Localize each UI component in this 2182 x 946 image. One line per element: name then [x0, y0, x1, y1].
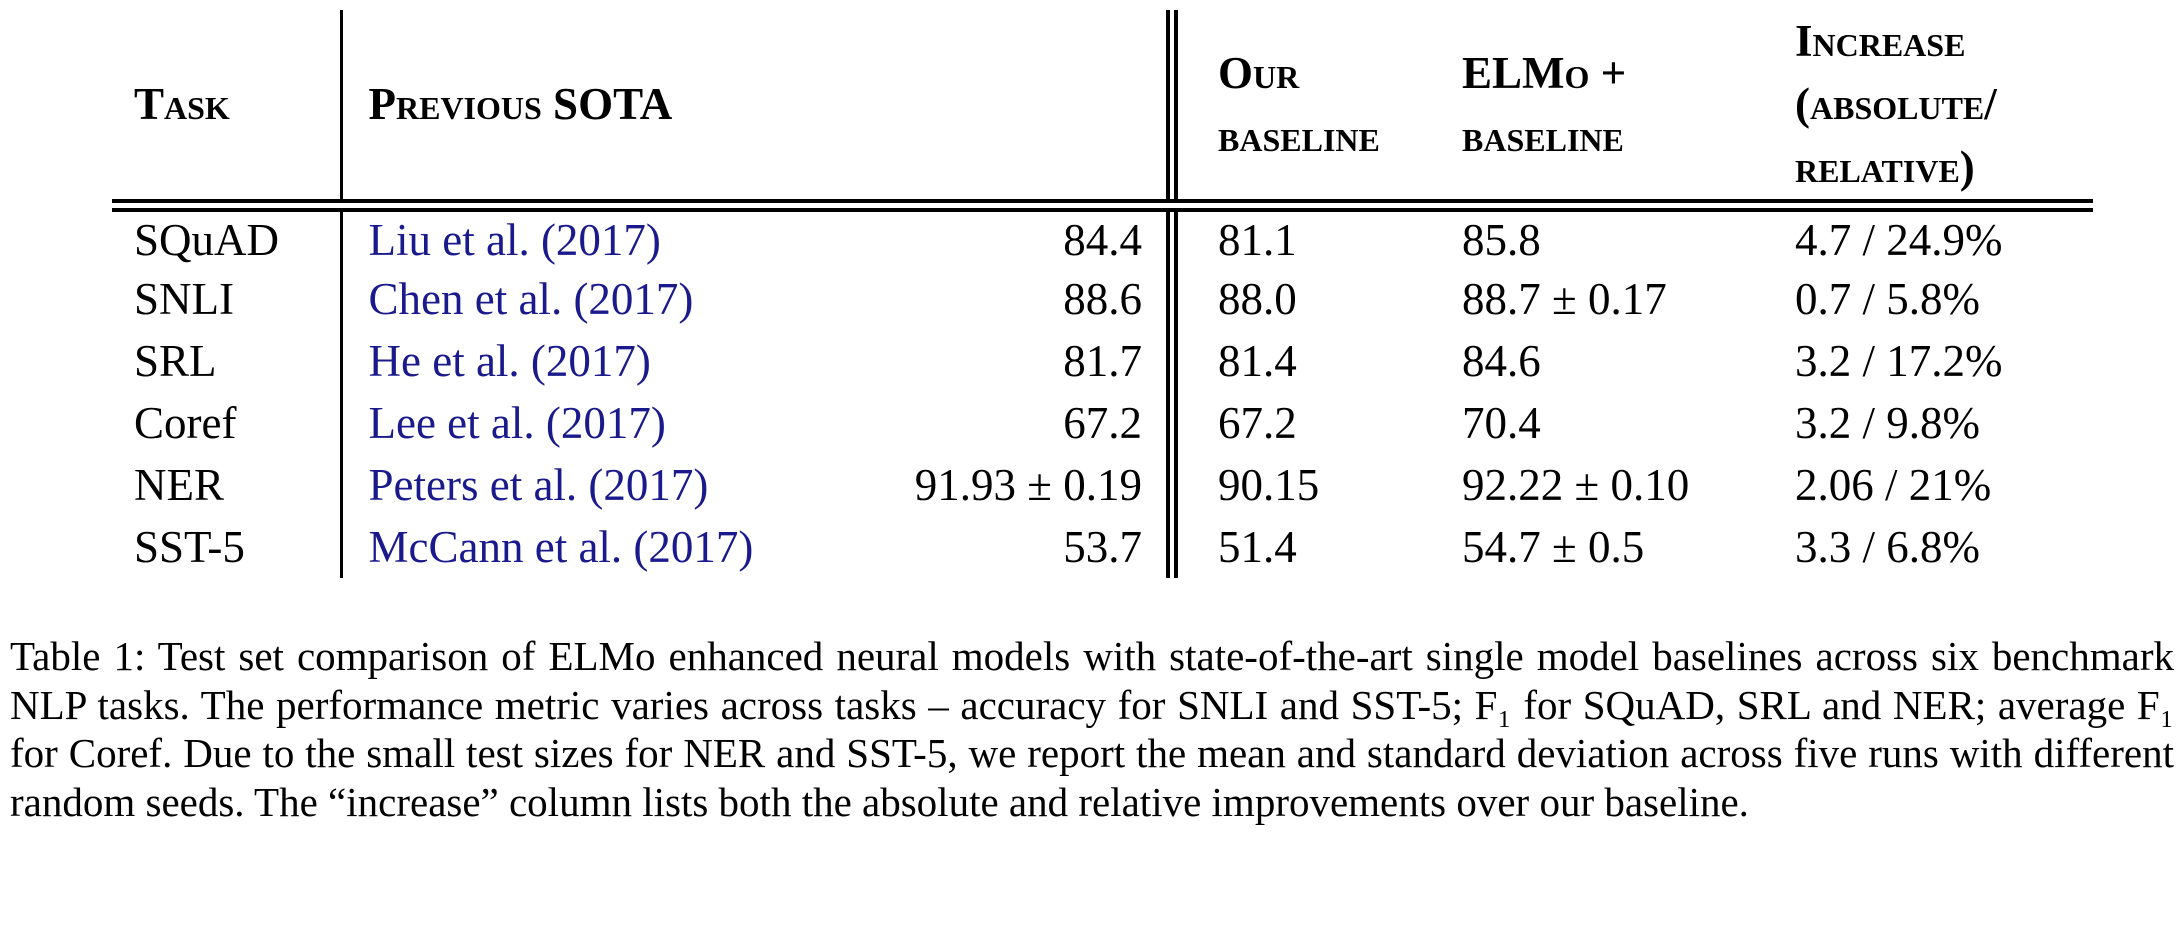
table-row: SST-5 McCann et al. (2017) 53.7 51.4 54.… [112, 515, 2093, 578]
previous-sota-value: 88.6 [771, 267, 1178, 330]
header-row: Task Previous SOTA Our baseline ELMo + b… [112, 10, 2093, 212]
results-table: Task Previous SOTA Our baseline ELMo + b… [112, 10, 2093, 578]
table-caption: Table 1: Test set comparison of ELMo enh… [10, 633, 2174, 825]
col-header-our-baseline: Our baseline [1172, 10, 1422, 212]
citation-link[interactable]: McCann et al. (2017) [339, 515, 771, 578]
task-label: SST-5 [134, 521, 245, 572]
citation-link[interactable]: Peters et al. (2017) [339, 453, 771, 516]
table-row: SQuAD Liu et al. (2017) 84.4 81.1 85.8 4… [112, 205, 2093, 268]
elmo-baseline-value: 85.8 [1462, 214, 1541, 265]
table-row: Coref Lee et al. (2017) 67.2 67.2 70.4 3… [112, 391, 2093, 454]
our-baseline-value: 90.15 [1218, 459, 1320, 510]
task-label: SRL [134, 335, 217, 386]
col-header-elmo-baseline: ELMo + baseline [1422, 10, 1755, 212]
our-baseline-value: 81.4 [1218, 335, 1297, 386]
col-header-task: Task [112, 10, 341, 212]
our-baseline-value: 67.2 [1218, 397, 1297, 448]
task-label: Coref [134, 397, 237, 448]
previous-sota-value: 81.7 [771, 329, 1178, 392]
table-row: NER Peters et al. (2017) 91.93 ± 0.19 90… [112, 453, 2093, 516]
increase-value: 3.2 / 17.2% [1795, 335, 2003, 386]
previous-sota-value: 67.2 [771, 391, 1178, 454]
elmo-baseline-value: 88.7 ± 0.17 [1462, 273, 1667, 324]
increase-value: 3.2 / 9.8% [1795, 397, 1980, 448]
col-header-increase: Increase (absolute/ relative) [1755, 10, 2093, 212]
elmo-baseline-value: 70.4 [1462, 397, 1541, 448]
task-label: NER [134, 459, 224, 510]
citation-link[interactable]: Chen et al. (2017) [339, 267, 771, 330]
our-baseline-value: 88.0 [1218, 273, 1297, 324]
citation-link[interactable]: Lee et al. (2017) [339, 391, 771, 454]
table-row: SNLI Chen et al. (2017) 88.6 88.0 88.7 ±… [112, 267, 2093, 330]
elmo-baseline-value: 84.6 [1462, 335, 1541, 386]
table-row: SRL He et al. (2017) 81.7 81.4 84.6 3.2 … [112, 329, 2093, 392]
elmo-baseline-value: 92.22 ± 0.10 [1462, 459, 1690, 510]
previous-sota-value: 84.4 [771, 205, 1178, 268]
results-table-container: Task Previous SOTA Our baseline ELMo + b… [112, 10, 2093, 578]
elmo-baseline-value: 54.7 ± 0.5 [1462, 521, 1645, 572]
previous-sota-value: 53.7 [771, 515, 1178, 578]
task-label: SNLI [134, 273, 234, 324]
our-baseline-value: 51.4 [1218, 521, 1297, 572]
task-label: SQuAD [134, 214, 280, 265]
our-baseline-value: 81.1 [1218, 214, 1297, 265]
increase-value: 4.7 / 24.9% [1795, 214, 2003, 265]
citation-link[interactable]: Liu et al. (2017) [339, 205, 771, 268]
increase-value: 3.3 / 6.8% [1795, 521, 1980, 572]
previous-sota-value: 91.93 ± 0.19 [771, 453, 1178, 516]
increase-value: 2.06 / 21% [1795, 459, 1992, 510]
increase-value: 0.7 / 5.8% [1795, 273, 1980, 324]
col-header-previous-sota: Previous SOTA [339, 10, 1178, 212]
citation-link[interactable]: He et al. (2017) [339, 329, 771, 392]
